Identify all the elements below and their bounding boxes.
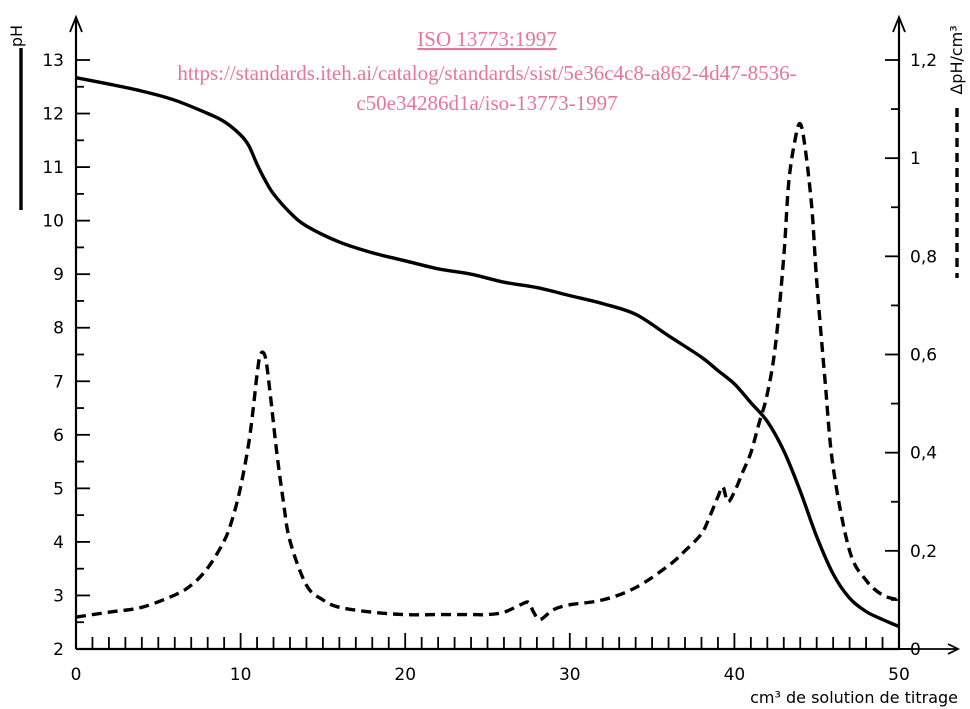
y-left-tick-label: 11: [42, 158, 64, 178]
y-left-tick-label: 12: [42, 105, 64, 125]
y-right-tick-label: 0,2: [910, 542, 937, 562]
y-right-tick-label: 0,4: [910, 444, 937, 464]
y-left-tick-label: 2: [53, 640, 64, 660]
watermark-title[interactable]: ISO 13773:1997: [417, 27, 556, 51]
y-left-tick-label: 7: [53, 372, 64, 392]
ticks: [75, 59, 911, 650]
series-dph-curve: [75, 121, 900, 622]
watermark-url-line1: https://standards.iteh.ai/catalog/standa…: [177, 61, 796, 85]
y-axis-right-arrow: [892, 14, 906, 33]
y-left-tick-label: 10: [42, 212, 64, 232]
x-tick-label: 10: [230, 665, 252, 685]
right-axis-title-group: ΔpH/cm³: [947, 25, 966, 278]
y-right-tick-label: 0,6: [910, 346, 937, 366]
y-left-tick-label: 4: [53, 533, 64, 553]
x-tick-label: 0: [71, 665, 82, 685]
y-right-tick-label: 0,8: [910, 247, 937, 267]
series-group: [75, 76, 900, 629]
y-left-tick-label: 8: [53, 319, 64, 339]
left-axis-title-group: pH: [7, 25, 26, 210]
y-left-tick-label: 9: [53, 265, 64, 285]
x-tick-label: 30: [559, 665, 581, 685]
x-tick-label: 40: [724, 665, 746, 685]
y-right-tick-label: 1: [910, 149, 921, 169]
x-tick-label: 50: [888, 665, 910, 685]
watermark: ISO 13773:1997 https://standards.iteh.ai…: [177, 27, 796, 115]
x-tick-label: 20: [394, 665, 416, 685]
y-right-tick-label: 1,2: [910, 51, 937, 71]
y-left-tick-label: 5: [53, 479, 64, 499]
y-left-tick-label: 13: [42, 51, 64, 71]
watermark-url-line2: c50e34286d1a/iso-13773-1997: [356, 91, 617, 115]
x-axis-title: cm³ de solution de titrage: [750, 688, 958, 707]
tick-labels: 0 10 20 30 40 50 2 3 4 5 6 7 8 9 10 11 12 13 0 0,2 0,4 0,6 0,8…: [42, 51, 937, 685]
y-axis-left-arrow: [69, 14, 83, 33]
y-left-tick-label: 6: [53, 426, 64, 446]
right-axis-title: ΔpH/cm³: [947, 25, 966, 94]
left-axis-title: pH: [7, 25, 26, 47]
y-left-tick-label: 3: [53, 586, 64, 606]
series-ph-curve: [75, 76, 900, 629]
y-right-tick-label: 0: [910, 640, 921, 660]
